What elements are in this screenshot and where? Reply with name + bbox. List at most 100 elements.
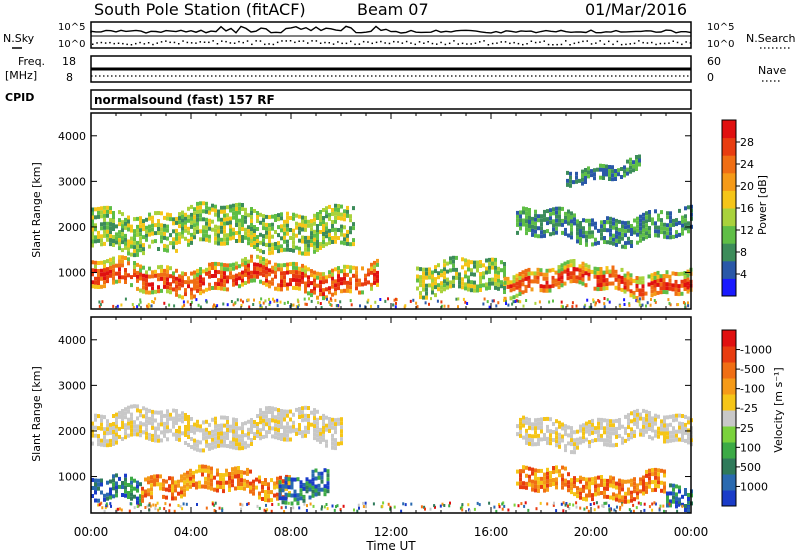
echo-cell (425, 267, 428, 272)
echo-cell (91, 268, 94, 273)
echo-speckle (136, 305, 139, 309)
echo-cell (328, 429, 331, 433)
echo-cell (627, 437, 630, 442)
echo-cell (109, 261, 112, 266)
echo-cell (425, 291, 428, 296)
echo-speckle (562, 305, 564, 309)
echo-cell (208, 282, 211, 287)
echo-cell (229, 220, 232, 225)
echo-cell (555, 230, 558, 235)
echo-cell (566, 260, 570, 265)
echo-cell (277, 416, 280, 421)
echo-cell (346, 272, 349, 277)
echo-cell (172, 408, 175, 413)
echo-cell (175, 248, 178, 253)
echo-speckle (323, 505, 326, 509)
echo-speckle (116, 509, 118, 513)
echo-cell (331, 240, 334, 244)
echo-speckle (449, 501, 451, 505)
echo-cell (617, 172, 620, 177)
echo-cell (555, 206, 558, 211)
noise-search-dot (663, 42, 666, 45)
echo-cell (271, 214, 274, 219)
echo-cell (549, 220, 552, 225)
echo-cell (680, 271, 684, 276)
echo-cell (156, 482, 159, 487)
echo-cell (112, 235, 115, 239)
echo-cell (564, 428, 567, 433)
echo-cell (310, 243, 313, 248)
echo-cell (145, 225, 148, 230)
noise-search-dot (543, 40, 545, 42)
echo-speckle (271, 503, 274, 506)
noise-search-dot (298, 40, 300, 42)
echo-cell (500, 260, 503, 265)
echo-cell (214, 236, 217, 241)
echo-cell (178, 417, 181, 422)
echo-cell (238, 226, 241, 231)
echo-cell (686, 273, 690, 278)
echo-cell (593, 176, 596, 181)
echo-cell (545, 272, 549, 277)
echo-cell (166, 289, 169, 294)
echo-cell (220, 266, 223, 271)
echo-cell (569, 259, 573, 264)
echo-cell (328, 212, 331, 217)
echo-cell (180, 478, 183, 483)
echo-cell (292, 248, 295, 253)
echo-cell (641, 296, 645, 301)
echo-cell (97, 442, 100, 447)
echo-cell (464, 274, 467, 279)
echo-cell (606, 430, 609, 435)
echo-cell (130, 412, 133, 417)
echo-cell (286, 409, 289, 414)
echo-cell (97, 234, 100, 239)
echo-cell (298, 415, 301, 419)
echo-cell (296, 493, 300, 498)
echo-speckle (606, 298, 609, 302)
echo-cell (654, 233, 657, 238)
echo-cell (621, 244, 624, 249)
echo-cell (337, 278, 340, 283)
echo-cell (615, 222, 618, 227)
echo-cell (656, 278, 660, 283)
echo-cell (317, 471, 321, 476)
echo-cell (657, 229, 660, 234)
echo-cell (238, 234, 241, 239)
echo-cell (280, 212, 283, 217)
echo-cell (196, 225, 199, 230)
noise-panel: N.Sky 10^5 10^0 10^5 10^0 N.Search (3, 21, 796, 50)
echo-cell (346, 284, 349, 289)
echo-cell (145, 435, 148, 440)
echo-cell (618, 422, 621, 426)
echo-cell (322, 244, 325, 248)
echo-cell (534, 488, 537, 493)
echo-cell (540, 218, 543, 223)
echo-speckle (488, 305, 491, 309)
echo-cell (558, 444, 561, 449)
echo-cell (130, 420, 133, 425)
echo-cell (494, 269, 497, 274)
noise-search-dot (246, 40, 249, 42)
echo-cell (91, 227, 94, 232)
echo-cell (210, 482, 213, 487)
echo-cell (603, 438, 606, 443)
echo-cell (352, 238, 355, 243)
echo-cell (121, 417, 124, 421)
echo-cell (588, 222, 591, 227)
echo-cell (130, 240, 133, 245)
echo-cell (106, 423, 109, 428)
echo-cell (653, 283, 657, 288)
echo-cell (202, 217, 205, 222)
echo-cell (636, 240, 639, 245)
echo-cell (606, 426, 609, 431)
echo-cell (106, 237, 109, 242)
echo-cell (220, 225, 223, 230)
echo-cell (600, 475, 603, 479)
echo-cell (609, 495, 612, 500)
echo-cell (668, 286, 672, 291)
echo-cell (97, 261, 100, 265)
echo-cell (292, 428, 295, 433)
echo-cell (256, 247, 259, 251)
echo-cell (91, 494, 94, 498)
